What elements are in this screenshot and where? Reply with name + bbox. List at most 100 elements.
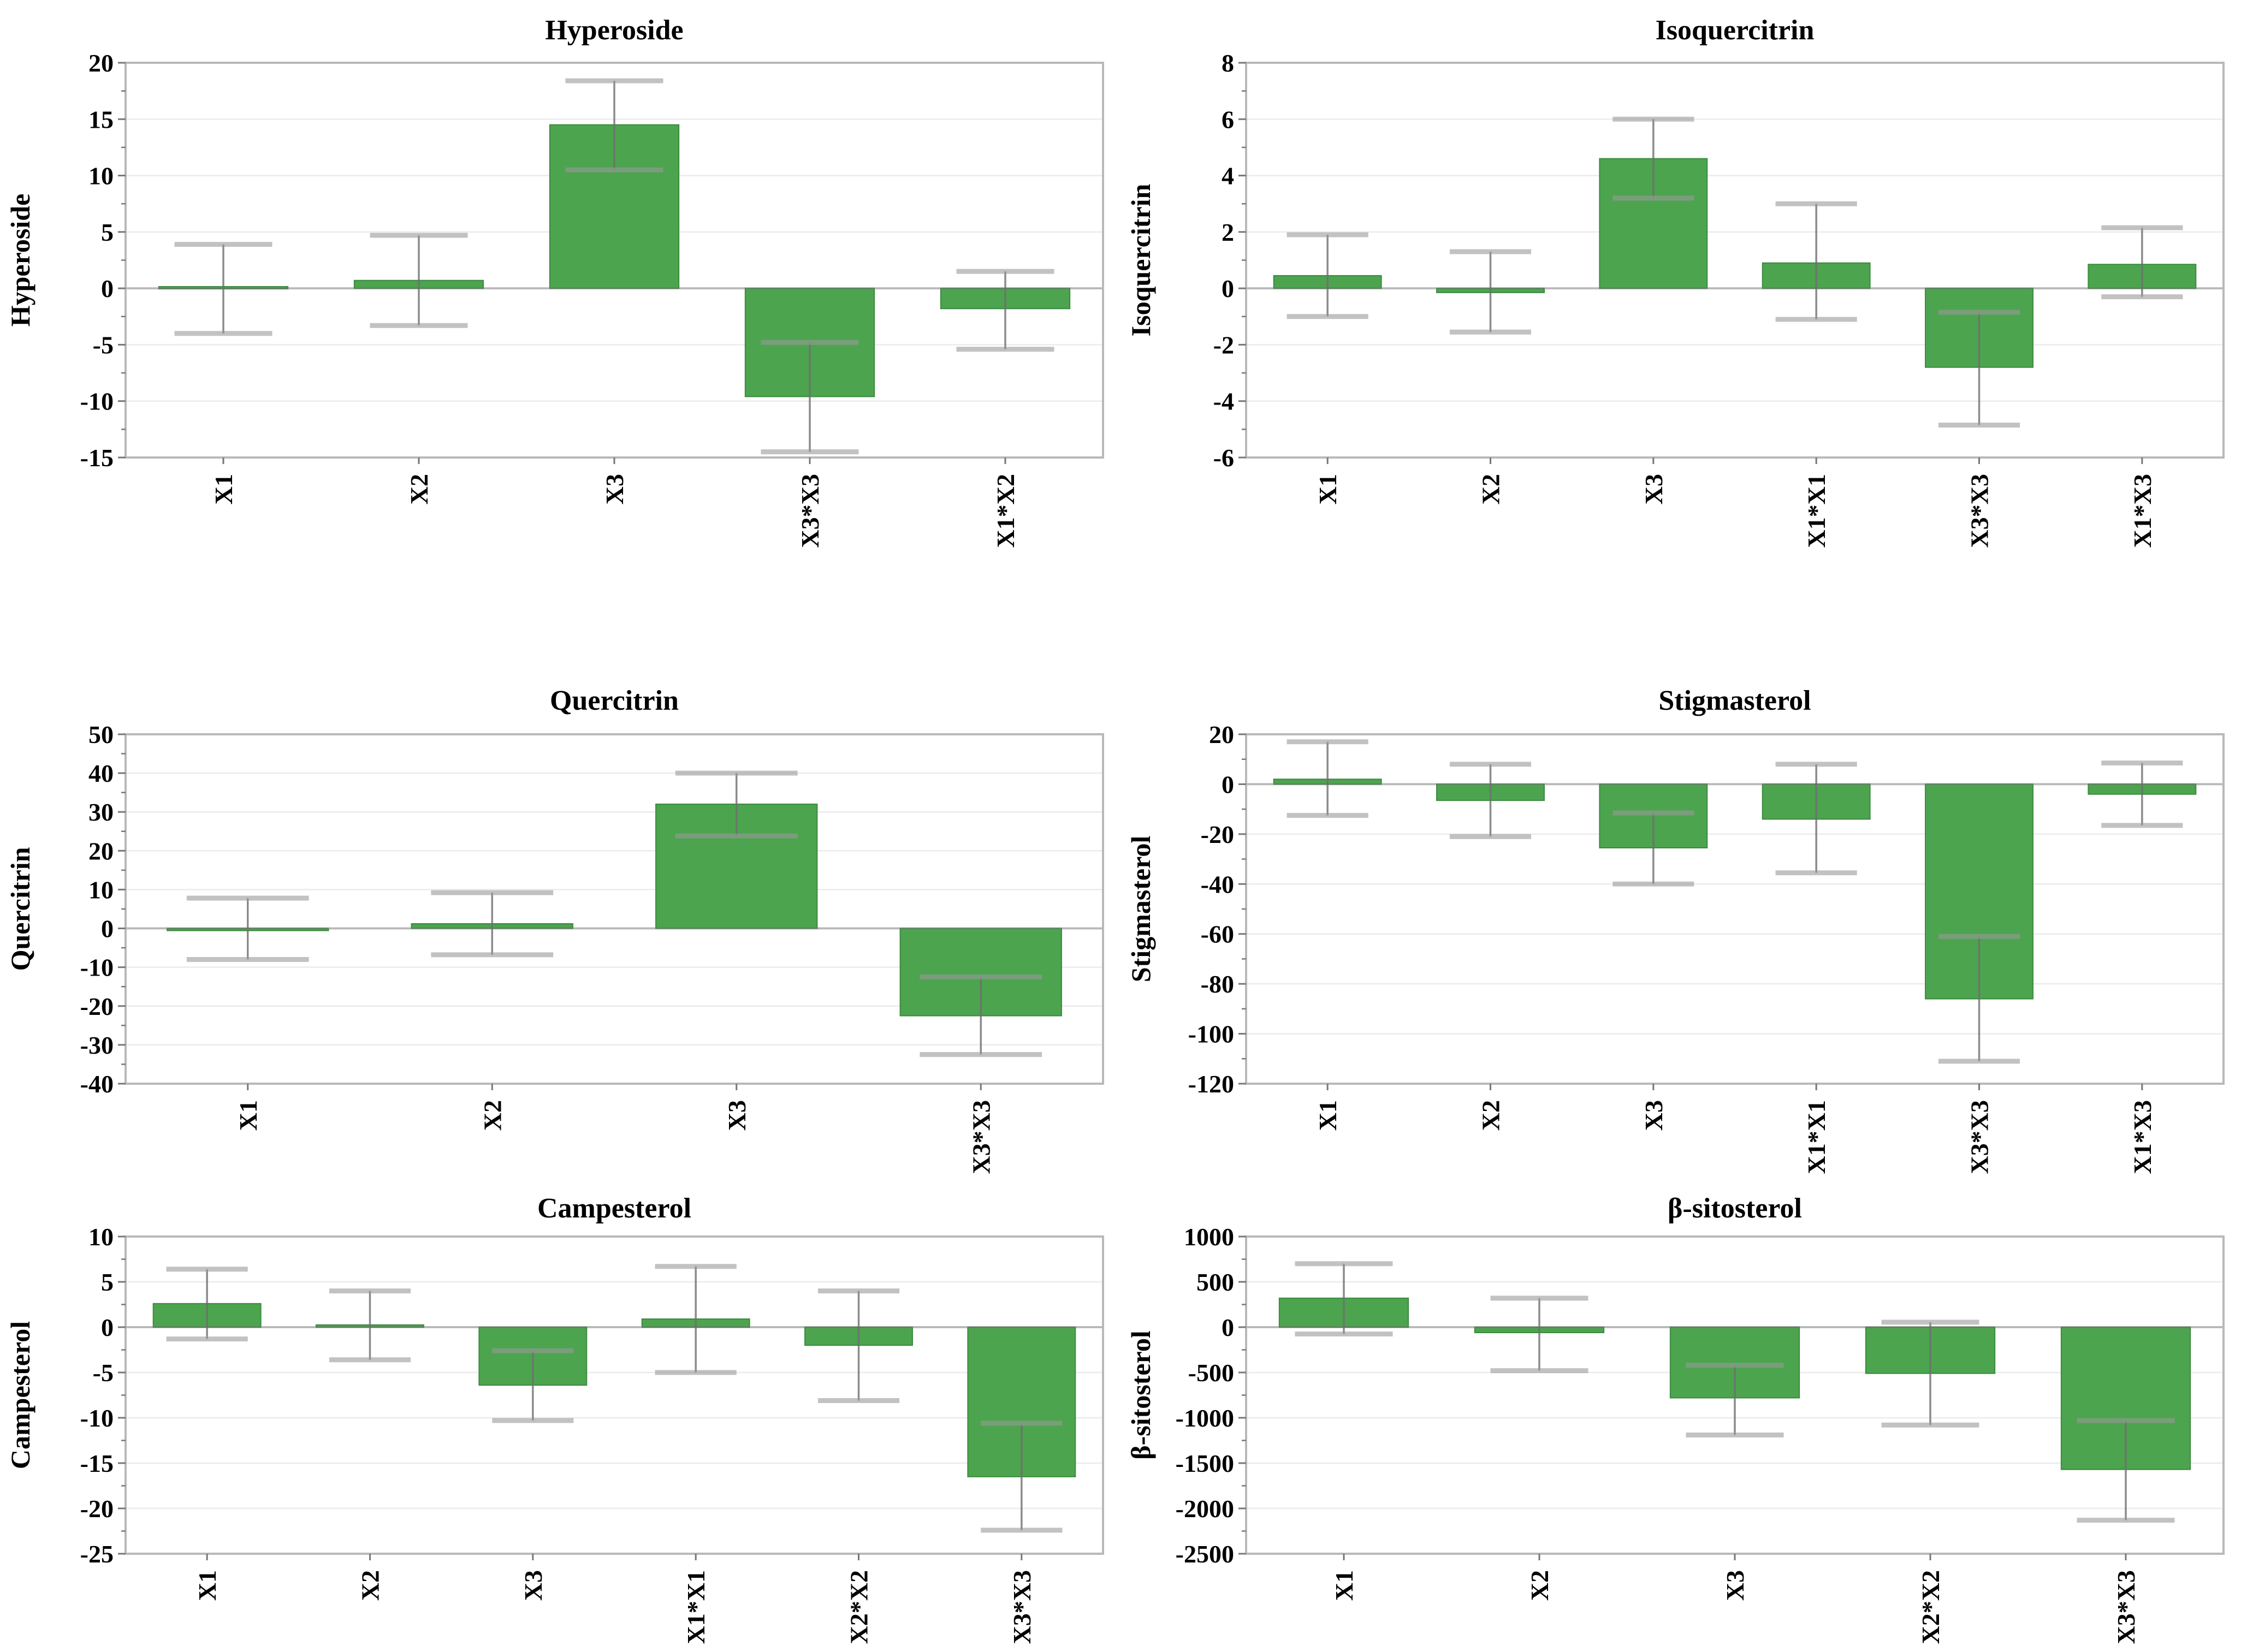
- chart-hyperoside: -15 -10 -5 0 5 10 15 20 X1 X2 X3 X3*X3 X1*X2 Hyperosi…: [0, 0, 1120, 628]
- x-tick-label: X2*X2: [1917, 1570, 1944, 1644]
- y-tick-label: -2500: [1176, 1540, 1234, 1568]
- y-tick-label: -15: [80, 444, 114, 472]
- y-tick-label: 10: [88, 1223, 114, 1251]
- x-axis: X1 X2 X3 X3*X3 X1*X2: [210, 457, 1019, 548]
- chart-stigmasterol: -120 -100 -80 -60 -40 -20 0 20 X1 X2 X3 X1*X1 X3*X3 X…: [1120, 628, 2241, 1196]
- chart-title: Isoquercitrin: [1656, 15, 1815, 46]
- error-bars: [1295, 1261, 2175, 1523]
- error-bars: [186, 770, 1042, 1057]
- x-axis: X1 X2 X3 X1*X1 X2*X2 X3*X3: [193, 1554, 1036, 1644]
- y-tick-label: 20: [88, 49, 114, 77]
- chart-title: Stigmasterol: [1658, 685, 1811, 716]
- y-tick-label: -40: [1201, 870, 1234, 898]
- y-tick-label: 0: [101, 915, 114, 943]
- x-tick-label: X2: [405, 474, 433, 504]
- y-axis: -120 -100 -80 -60 -40 -20 0 20: [1188, 721, 1246, 1098]
- x-axis: X1 X2 X3 X2*X2 X3*X3: [1330, 1554, 2140, 1644]
- x-tick-label: X2: [1477, 474, 1505, 504]
- y-tick-label: -20: [80, 993, 114, 1020]
- x-tick-label: X2: [1477, 1100, 1505, 1131]
- x-tick-label: X3: [723, 1100, 751, 1131]
- x-tick-label: X1*X1: [682, 1570, 710, 1644]
- y-axis: -40 -30 -20 -10 0 10 20 30 40 50: [80, 721, 126, 1098]
- y-tick-label: 10: [88, 876, 114, 904]
- x-tick-label: X1*X3: [2129, 474, 2156, 548]
- y-tick-label: -30: [80, 1031, 114, 1059]
- y-tick-label: -40: [80, 1070, 114, 1098]
- x-tick-label: X3*X3: [1966, 1100, 1994, 1174]
- y-tick-label: 20: [88, 837, 114, 865]
- y-tick-label: -15: [80, 1449, 114, 1477]
- y-tick-label: 2: [1222, 218, 1234, 246]
- chart-isoquercitrin: -6 -4 -2 0 2 4 6 8 X1 X2 X3 X1*X1 X3*X3 X1*X3 Isoquerc…: [1120, 0, 2241, 628]
- y-tick-label: 5: [101, 218, 114, 246]
- error-bars: [174, 78, 1054, 455]
- x-tick-label: X1: [1330, 1570, 1358, 1601]
- x-axis: X1 X2 X3 X3*X3: [234, 1084, 995, 1174]
- y-tick-label: -10: [80, 954, 114, 982]
- error-bars: [1286, 739, 2183, 1064]
- y-tick-label: -20: [80, 1495, 114, 1523]
- error-bars: [1286, 116, 2183, 428]
- x-tick-label: X1*X3: [2129, 1100, 2156, 1174]
- chart-title: Hyperoside: [545, 15, 683, 46]
- y-tick-label: 5: [101, 1268, 114, 1296]
- y-tick-label: -10: [80, 388, 114, 415]
- chart-title: Quercitrin: [550, 685, 679, 716]
- y-tick-label: 0: [101, 275, 114, 302]
- chart-beta-sitosterol: -2500 -2000 -1500 -1000 -500 0 500 1000 X1 X2 X3 X2…: [1120, 1193, 2241, 1649]
- plot-background: [126, 1237, 1103, 1554]
- chart-campesterol: -25 -20 -15 -10 -5 0 5 10 X1 X2 X3 X1*X1 X2*X2 X3*X3 C…: [0, 1193, 1120, 1649]
- y-tick-label: 30: [88, 798, 114, 826]
- x-tick-label: X1: [234, 1100, 262, 1131]
- y-axis: -2500 -2000 -1500 -1000 -500 0 500 1000: [1176, 1223, 1246, 1568]
- plot-background: [126, 734, 1103, 1084]
- y-tick-label: -10: [80, 1404, 114, 1432]
- x-tick-label: X1: [1314, 474, 1342, 504]
- y-tick-label: 8: [1222, 49, 1234, 77]
- y-axis-label: Stigmasterol: [1125, 836, 1156, 983]
- x-tick-label: X1: [1314, 1100, 1342, 1131]
- x-tick-label: X3*X3: [1966, 474, 1994, 548]
- y-tick-label: 1000: [1184, 1223, 1234, 1251]
- x-tick-label: X1*X1: [1803, 474, 1830, 548]
- y-tick-label: 40: [88, 759, 114, 787]
- y-axis-label: Hyperoside: [5, 194, 35, 327]
- y-tick-label: 0: [1222, 1314, 1234, 1341]
- y-tick-label: -500: [1188, 1359, 1234, 1387]
- y-tick-label: -6: [1213, 444, 1234, 472]
- plot-background: [1246, 734, 2224, 1084]
- error-bars: [166, 1264, 1063, 1533]
- y-tick-label: -2: [1213, 331, 1234, 359]
- y-tick-label: 0: [1222, 770, 1234, 798]
- x-tick-label: X3: [1640, 474, 1668, 504]
- y-axis: -25 -20 -15 -10 -5 0 5 10: [80, 1223, 126, 1568]
- y-tick-label: 500: [1196, 1268, 1234, 1296]
- y-axis: -6 -4 -2 0 2 4 6 8: [1213, 49, 1246, 472]
- y-axis-label: Campesterol: [5, 1321, 35, 1469]
- plot-background: [1246, 63, 2224, 457]
- y-tick-label: 4: [1222, 162, 1234, 190]
- x-tick-label: X3*X3: [1008, 1570, 1036, 1644]
- y-tick-label: 15: [88, 105, 114, 133]
- x-tick-label: X3*X3: [796, 474, 824, 548]
- chart-svg: -40 -30 -20 -10 0 10 20 30 40 50 X1 X2 X3 X3*X3 Querci…: [5, 685, 1104, 1174]
- x-tick-label: X3*X3: [967, 1100, 995, 1174]
- chart-svg: -25 -20 -15 -10 -5 0 5 10 X1 X2 X3 X1*X1 X2*X2 X3*X3 C…: [5, 1193, 1104, 1644]
- y-tick-label: 6: [1222, 105, 1234, 133]
- y-tick-label: -100: [1188, 1020, 1234, 1048]
- y-tick-label: -5: [93, 331, 114, 359]
- y-tick-label: -5: [93, 1359, 114, 1387]
- x-tick-label: X3: [1721, 1570, 1749, 1601]
- x-tick-label: X2*X2: [845, 1570, 873, 1644]
- x-axis: X1 X2 X3 X1*X1 X3*X3 X1*X3: [1314, 1084, 2156, 1174]
- y-tick-label: 0: [1222, 275, 1234, 302]
- y-tick-label: -4: [1213, 388, 1234, 415]
- y-tick-label: -1000: [1176, 1404, 1234, 1432]
- x-tick-label: X1: [210, 474, 238, 504]
- y-tick-label: 20: [1209, 721, 1234, 748]
- x-tick-label: X2: [478, 1100, 506, 1131]
- x-tick-label: X3: [1640, 1100, 1668, 1131]
